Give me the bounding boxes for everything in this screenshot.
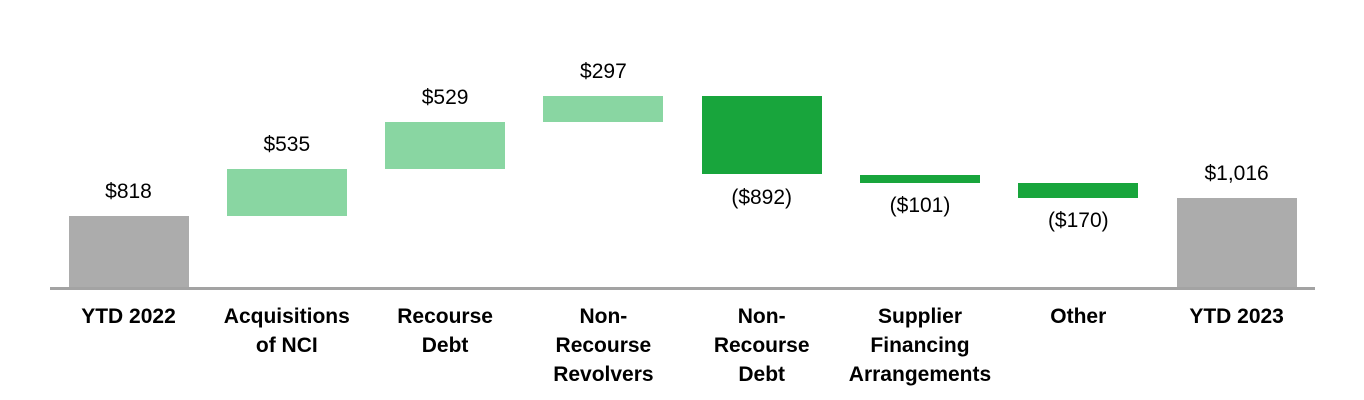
category-label-ytd-2023: YTD 2023: [1154, 302, 1320, 331]
value-label-ytd-2023: $1,016: [1204, 162, 1269, 186]
bar-ytd-2022: [68, 215, 189, 288]
value-label-supplier-financing-arrangements: ($101): [889, 194, 951, 218]
value-label-other: ($170): [1047, 209, 1109, 233]
value-label-ytd-2022: $818: [105, 179, 152, 203]
category-label-non-recourse-debt: Non- Recourse Debt: [679, 302, 845, 389]
category-label-line: Recourse: [397, 305, 493, 328]
value-label-acquisitions-of-nci: $535: [263, 132, 311, 156]
category-label-line: Debt: [421, 334, 469, 357]
category-label-line: YTD 2022: [81, 305, 176, 328]
category-label-line: Acquisitions: [223, 305, 350, 328]
category-label-line: Non-: [737, 305, 786, 328]
category-label-line: Non-: [579, 305, 628, 328]
category-label-line: Other: [1050, 305, 1107, 328]
bar-supplier-financing-arrangements: [860, 174, 980, 184]
bar-non-recourse-revolvers: [543, 96, 664, 123]
category-label-other: Other: [995, 302, 1161, 331]
category-label-line: of NCI: [255, 334, 318, 357]
x-axis-line: [50, 287, 1315, 290]
category-label-recourse-debt: Recourse Debt: [362, 302, 528, 360]
category-label-ytd-2022: YTD 2022: [46, 302, 212, 331]
bar-other: [1018, 183, 1139, 199]
category-label-line: Recourse: [713, 334, 810, 357]
category-label-line: Recourse: [555, 334, 652, 357]
category-label-line: Revolvers: [553, 363, 654, 386]
category-label-line: Debt: [738, 363, 786, 386]
value-label-recourse-debt: $529: [421, 86, 469, 110]
category-label-line: Supplier: [877, 305, 962, 328]
bar-acquisitions-of-nci: [226, 168, 347, 216]
category-label-non-recourse-revolvers: Non- Recourse Revolvers: [520, 302, 686, 389]
value-label-non-recourse-debt: ($892): [731, 185, 793, 209]
category-label-line: Arrangements: [848, 363, 992, 386]
category-label-acquisitions-of-nci: Acquisitions of NCI: [204, 302, 370, 360]
bar-ytd-2023: [1176, 198, 1297, 288]
category-label-line: YTD 2023: [1189, 305, 1284, 328]
category-label-line: Financing: [870, 334, 970, 357]
bar-non-recourse-debt: [701, 96, 822, 175]
category-label-supplier-financing-arrangements: Supplier Financing Arrangements: [837, 302, 1003, 389]
value-label-non-recourse-revolvers: $297: [580, 60, 627, 84]
bar-recourse-debt: [385, 122, 506, 169]
